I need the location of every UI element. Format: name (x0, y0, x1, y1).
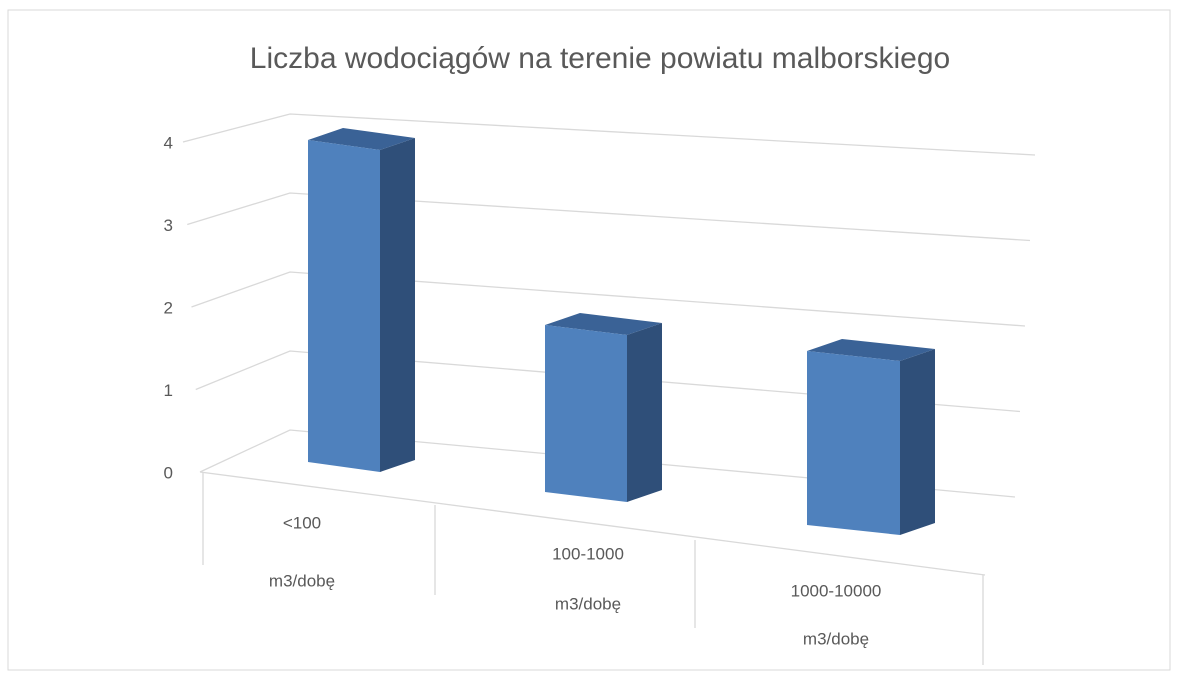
y-tick-label: 2 (164, 298, 173, 317)
bar (308, 140, 380, 472)
bar-top (807, 339, 935, 361)
grid-line (187, 192, 1031, 242)
bar-top (545, 313, 662, 335)
x-tick-label: 100-1000 (552, 544, 624, 563)
y-tick-label: 4 (164, 133, 173, 152)
bar-side (900, 349, 935, 535)
x-tick-label: <100 (283, 513, 321, 532)
grid-line (191, 271, 1026, 327)
x-tick-label: m3/dobę (555, 594, 621, 613)
x-tick-label: m3/dobę (269, 571, 335, 590)
chart-title: Liczba wodociągów na terenie powiatu mal… (250, 42, 950, 75)
bar-side (380, 138, 415, 472)
y-tick-label: 1 (164, 381, 173, 400)
floor (199, 471, 986, 665)
x-tick-label: m3/dobę (803, 629, 869, 648)
bar-top (308, 128, 415, 150)
bar (545, 325, 627, 502)
grid-line (199, 429, 1016, 498)
grid-line (182, 113, 1036, 156)
y-tick-label: 0 (164, 463, 173, 482)
bar-side (627, 323, 662, 502)
bar (807, 351, 900, 535)
x-tick-label: 1000-10000 (791, 581, 882, 600)
y-tick-label: 3 (164, 216, 173, 235)
grid-line (195, 350, 1021, 413)
